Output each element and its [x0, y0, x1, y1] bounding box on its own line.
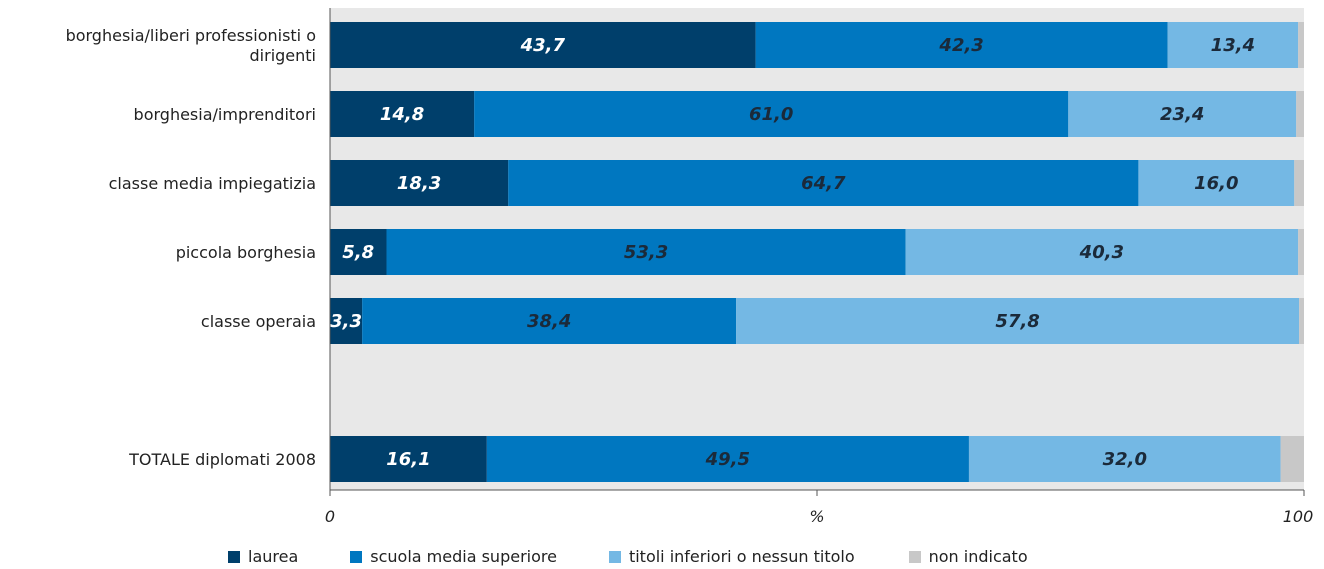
data-label: 43,7 [520, 35, 566, 56]
data-label: 38,4 [527, 311, 571, 332]
bar-segment [330, 229, 387, 275]
legend-swatch [908, 550, 921, 563]
legend-swatch [608, 550, 621, 563]
bar-segment [1167, 22, 1299, 68]
x-tick-label: 0 [325, 507, 335, 526]
chart-legend: laurea scuola media superiore titoli infer… [228, 547, 1028, 566]
category-label: piccola borghesia [176, 243, 316, 262]
bar-segment [736, 298, 1300, 344]
data-label: 18,3 [397, 173, 441, 194]
bar-segment [1138, 160, 1295, 206]
bar-segment [1294, 160, 1304, 206]
data-label: 49,5 [705, 449, 750, 470]
bar-segment [486, 436, 969, 482]
data-label: 16,1 [386, 449, 430, 470]
legend-label: scuola media superiore [370, 547, 557, 566]
data-label: 42,3 [938, 35, 983, 56]
bar-segment [330, 160, 509, 206]
bar-segment [905, 229, 1299, 275]
bar-segment [330, 436, 487, 482]
data-label: 32,0 [1103, 449, 1147, 470]
category-label: classe operaia [201, 312, 316, 331]
bar-segment [755, 22, 1168, 68]
data-label: 5,8 [342, 242, 374, 263]
category-label: borghesia/liberi professionisti o [66, 26, 316, 45]
category-label: borghesia/imprenditori [134, 105, 316, 124]
bar-segment [1298, 22, 1304, 68]
data-label: 16,0 [1194, 173, 1238, 194]
bar-segment [362, 298, 737, 344]
data-label: 57,8 [995, 311, 1039, 332]
legend-label: titoli inferiori o nessun titolo [628, 547, 855, 566]
legend-item: laurea [228, 547, 298, 566]
bar-segment [386, 229, 906, 275]
bar-segment [1299, 298, 1304, 344]
bar-segment [508, 160, 1139, 206]
bar-segment [1068, 91, 1297, 137]
data-label: 61,0 [749, 104, 793, 125]
x-tick-label: 100 [1283, 507, 1314, 526]
bar-segment [330, 298, 363, 344]
bar-segment [330, 22, 756, 68]
data-label: 14,8 [380, 104, 424, 125]
category-label: classe media impiegatizia [109, 174, 316, 193]
bar-segment [1298, 229, 1304, 275]
category-label: dirigenti [250, 46, 316, 65]
data-label: 40,3 [1079, 242, 1124, 263]
legend-swatch [228, 550, 240, 563]
legend-item: non indicato [908, 547, 1028, 566]
bar-segment [474, 91, 1069, 137]
data-label: 53,3 [624, 242, 668, 263]
x-axis-title: % [809, 507, 824, 526]
legend-item: scuola media superiore [350, 547, 557, 566]
bar-segment [330, 91, 475, 137]
bar-segment [1296, 91, 1304, 137]
legend-label: non indicato [928, 547, 1028, 566]
bar-segment [1280, 436, 1304, 482]
bar-segment [968, 436, 1281, 482]
data-label: 23,4 [1160, 104, 1204, 125]
category-label: TOTALE diplomati 2008 [128, 450, 316, 469]
legend-item: titoli inferiori o nessun titolo [608, 547, 855, 566]
legend-label: laurea [248, 547, 299, 566]
data-label: 64,7 [801, 173, 846, 194]
data-label: 3,3 [330, 311, 362, 332]
legend-swatch [350, 550, 363, 563]
data-label: 13,4 [1211, 35, 1255, 56]
